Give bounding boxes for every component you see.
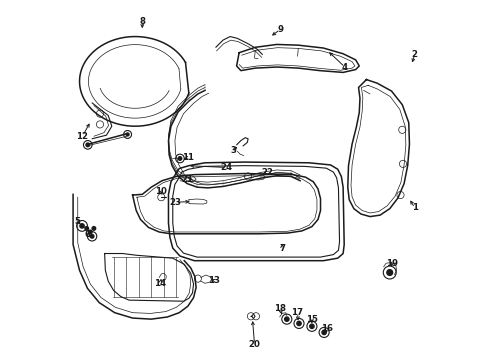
Text: 15: 15 bbox=[305, 315, 317, 324]
Circle shape bbox=[321, 330, 325, 334]
Circle shape bbox=[178, 157, 182, 160]
Text: 18: 18 bbox=[273, 304, 285, 313]
Text: 17: 17 bbox=[291, 308, 303, 317]
Text: 11: 11 bbox=[182, 153, 193, 162]
Text: 3: 3 bbox=[229, 146, 236, 155]
Text: 23: 23 bbox=[169, 198, 181, 207]
Text: 10: 10 bbox=[155, 187, 167, 196]
Circle shape bbox=[86, 143, 89, 147]
Text: 12: 12 bbox=[76, 132, 88, 141]
Circle shape bbox=[284, 317, 288, 321]
Circle shape bbox=[92, 226, 96, 230]
Text: 24: 24 bbox=[220, 163, 232, 172]
Text: 20: 20 bbox=[248, 340, 260, 349]
Text: 5: 5 bbox=[75, 217, 81, 226]
Text: 4: 4 bbox=[341, 63, 347, 72]
Text: 22: 22 bbox=[261, 168, 273, 177]
Text: 9: 9 bbox=[277, 25, 283, 34]
Circle shape bbox=[126, 133, 129, 136]
Text: 1: 1 bbox=[411, 203, 417, 212]
Text: 21: 21 bbox=[182, 175, 193, 184]
Circle shape bbox=[85, 226, 88, 230]
Text: 13: 13 bbox=[207, 276, 220, 285]
Text: 6: 6 bbox=[84, 230, 90, 239]
Text: 2: 2 bbox=[411, 50, 417, 59]
Text: 16: 16 bbox=[320, 324, 332, 333]
Circle shape bbox=[90, 234, 94, 238]
Circle shape bbox=[386, 270, 392, 275]
Text: 19: 19 bbox=[386, 259, 397, 268]
Circle shape bbox=[88, 230, 92, 234]
Text: 14: 14 bbox=[154, 279, 166, 288]
Circle shape bbox=[296, 321, 301, 325]
Text: 8: 8 bbox=[139, 17, 145, 26]
Text: 7: 7 bbox=[279, 244, 285, 253]
Circle shape bbox=[309, 324, 313, 328]
Circle shape bbox=[80, 224, 84, 228]
